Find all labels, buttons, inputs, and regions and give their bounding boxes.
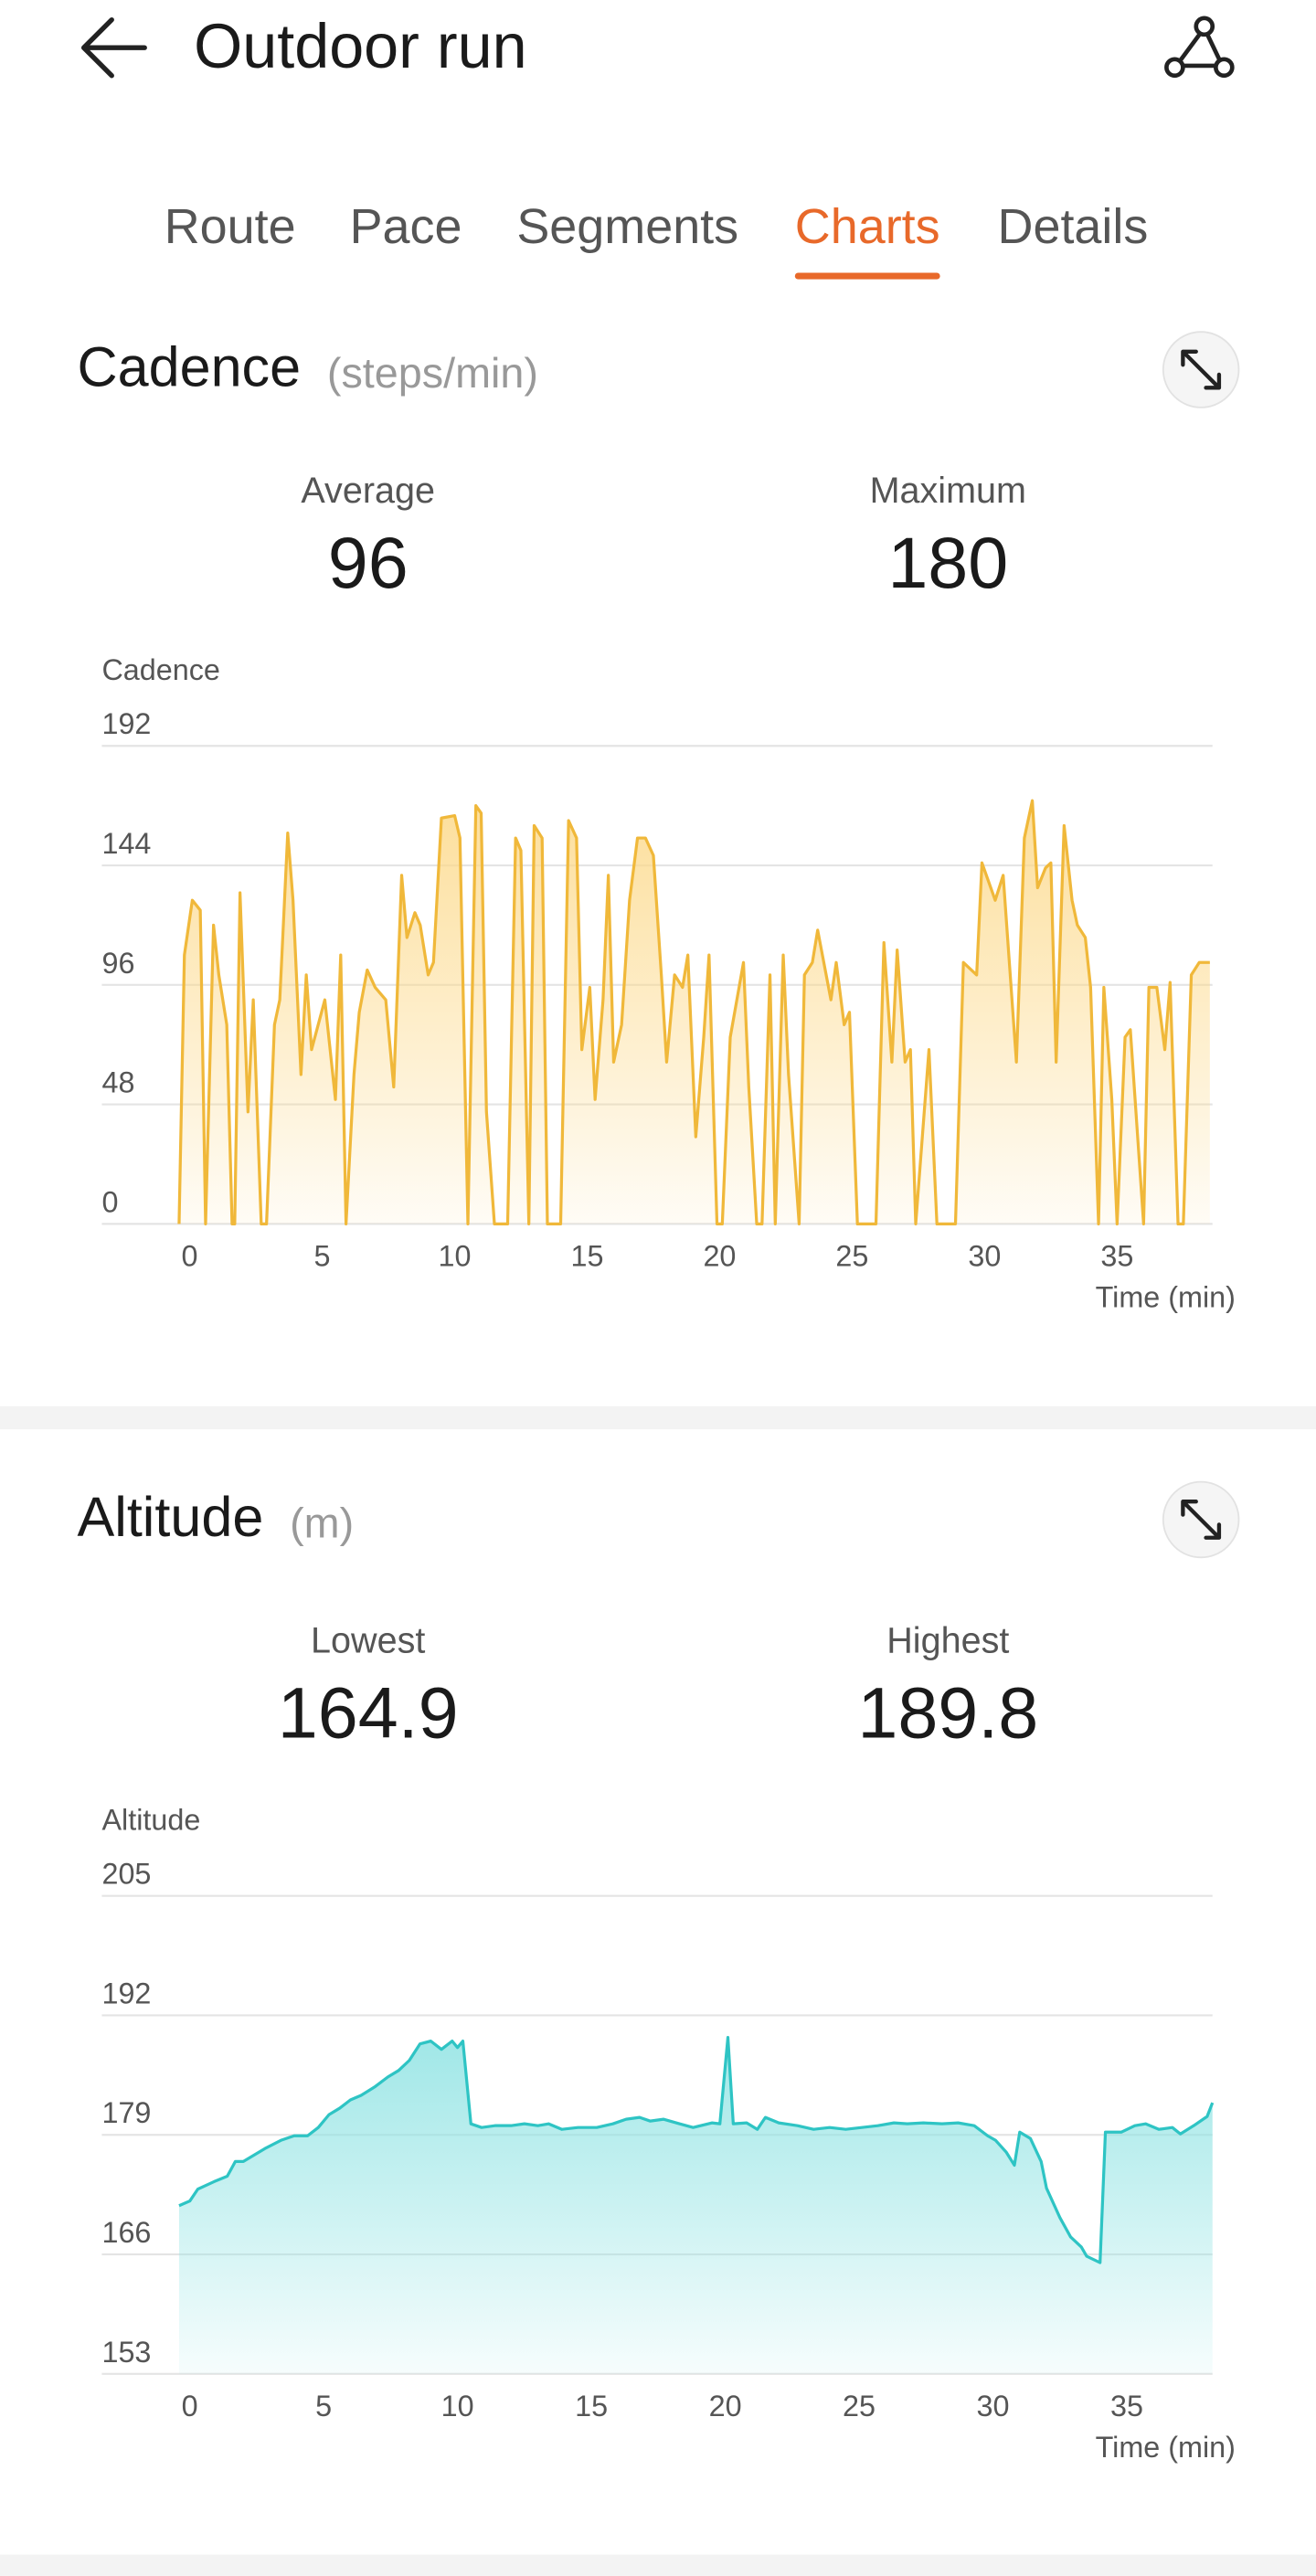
card-title: Altitude (77, 1486, 263, 1548)
x-tick-label: 5 (315, 2390, 332, 2422)
share-node[interactable] (1164, 57, 1185, 79)
card-title: Cadence (77, 335, 301, 398)
x-tick-label: 25 (843, 2390, 876, 2422)
x-tick-label: 20 (703, 1240, 736, 1273)
tab-indicator (794, 272, 940, 280)
tab[interactable]: Details (998, 199, 1149, 254)
data-line (177, 799, 1210, 1226)
x-tick-label: 10 (441, 2390, 474, 2422)
x-tick-label: 30 (977, 2390, 1010, 2422)
stat-label: Average (301, 471, 435, 511)
tab[interactable]: Pace (350, 199, 462, 254)
y-tick-label: 0 (101, 1185, 118, 1218)
back-button[interactable] (80, 16, 147, 79)
x-axis-label: Time (min) (1096, 2431, 1236, 2464)
page-title: Outdoor run (194, 12, 526, 81)
area-fill (178, 2037, 1213, 2374)
stat-value: 189.8 (857, 1671, 1038, 1753)
x-tick-label: 0 (182, 2390, 198, 2422)
x-tick-label: 0 (182, 1240, 198, 1273)
stat-label: Maximum (870, 471, 1026, 511)
y-tick-label: 179 (101, 2096, 151, 2129)
tab[interactable]: Segments (516, 199, 738, 254)
share-node[interactable] (1214, 57, 1235, 79)
stat-value: 96 (328, 522, 409, 603)
y-tick-label: 166 (101, 2216, 151, 2249)
x-tick-label: 35 (1110, 2390, 1143, 2422)
stat-label: Highest (886, 1620, 1009, 1660)
expand-button[interactable] (1162, 331, 1240, 408)
x-axis-label: Time (min) (1096, 1281, 1236, 1314)
y-tick-label: 192 (101, 1977, 151, 2009)
card-unit: (m) (290, 1500, 354, 1547)
x-tick-label: 15 (570, 1240, 603, 1273)
y-tick-label: 205 (101, 1858, 151, 1891)
expand-icon[interactable] (1181, 349, 1222, 390)
expand-icon[interactable] (1181, 1500, 1222, 1540)
x-tick-label: 15 (575, 2390, 608, 2422)
y-tick-label: 144 (101, 827, 151, 860)
x-tick-label: 10 (439, 1240, 472, 1273)
x-tick-label: 25 (835, 1240, 868, 1273)
card-unit: (steps/min) (327, 349, 538, 397)
chart-card: Altitude (m) Lowest 164.9 Highest 189.8 Altitu… (77, 1480, 1240, 2464)
data-line (178, 2035, 1215, 2264)
y-axis-label: Cadence (101, 653, 219, 686)
tab[interactable]: Route (164, 199, 296, 254)
x-tick-label: 30 (968, 1240, 1001, 1273)
tab[interactable]: Charts (795, 199, 940, 254)
share-button[interactable] (1164, 16, 1235, 79)
y-tick-label: 96 (101, 947, 134, 980)
stat-value: 180 (887, 522, 1008, 603)
y-tick-label: 153 (101, 2336, 151, 2369)
y-tick-label: 48 (101, 1066, 134, 1099)
separator (0, 1405, 1316, 1430)
y-axis-label: Altitude (101, 1803, 200, 1836)
x-tick-label: 20 (709, 2390, 742, 2422)
stat-value: 164.9 (278, 1671, 459, 1753)
expand-button[interactable] (1162, 1480, 1240, 1559)
stat-label: Lowest (311, 1620, 425, 1660)
back-icon[interactable] (80, 16, 147, 79)
separator (0, 2554, 1316, 2576)
y-tick-label: 192 (101, 707, 151, 740)
x-tick-label: 35 (1100, 1240, 1133, 1273)
share-node[interactable] (1194, 16, 1215, 37)
x-tick-label: 5 (314, 1240, 331, 1273)
chart-card: Cadence (steps/min) Average 96 Maximum 180 Cad… (77, 331, 1240, 1314)
